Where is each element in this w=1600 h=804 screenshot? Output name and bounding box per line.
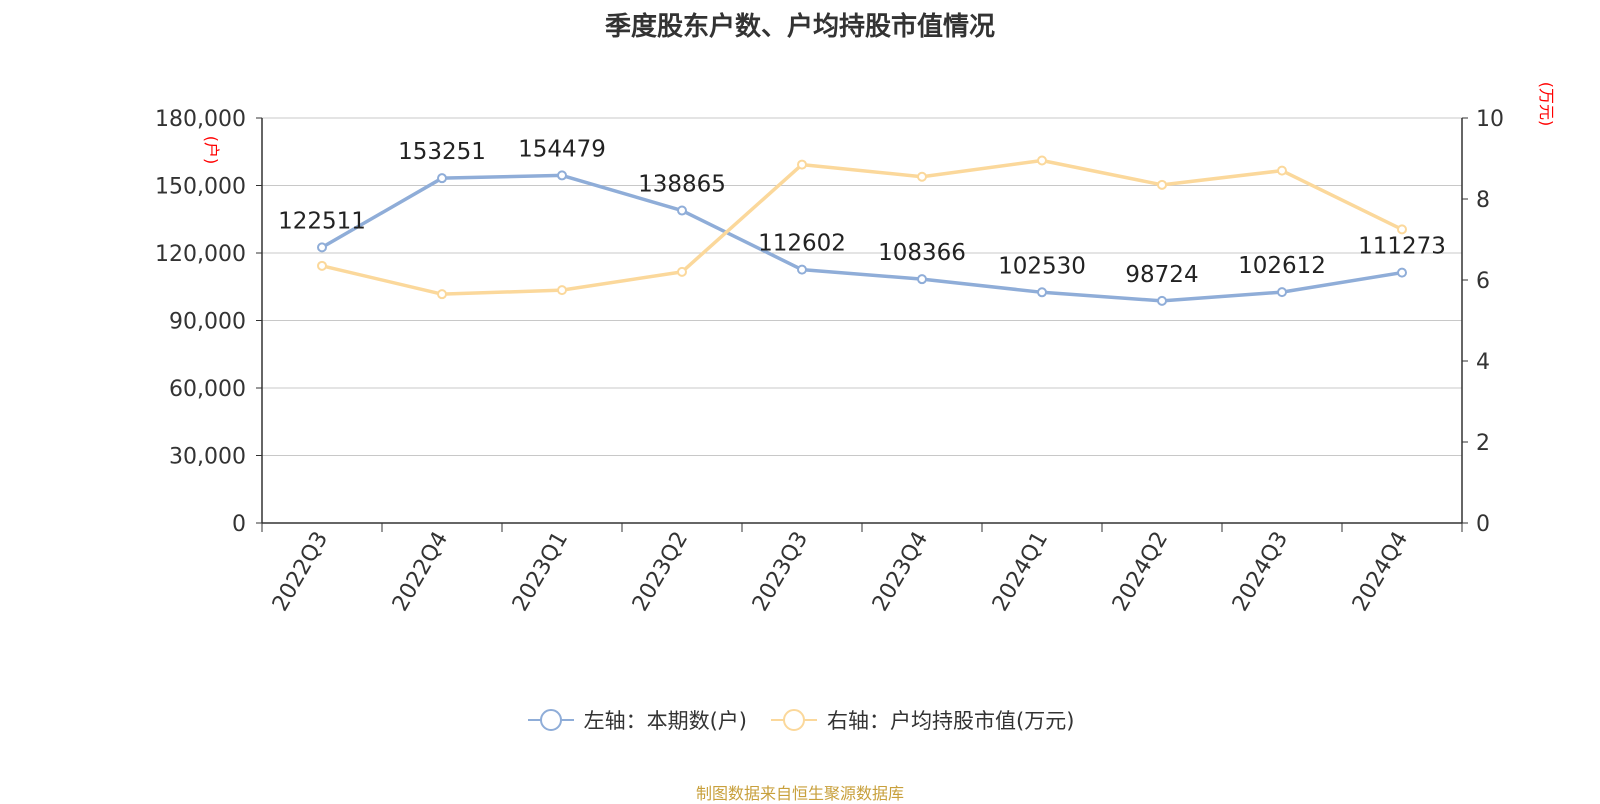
left-series-point: [1397, 267, 1407, 278]
left-series-point: [317, 242, 327, 253]
data-label: 108366: [878, 240, 966, 266]
right-series-point: [797, 159, 807, 170]
right-unit-label: (万元): [1537, 82, 1556, 127]
right-series-point: [917, 171, 927, 182]
left-tick-label: 150,000: [155, 175, 246, 200]
left-series-point: [557, 170, 567, 181]
data-label: 111273: [1358, 234, 1446, 260]
left-series-point: [1277, 287, 1287, 298]
legend-item-left[interactable]: 左轴：本期数(户): [526, 705, 747, 735]
legend-right-label: 右轴：户均持股市值(万元): [827, 709, 1075, 733]
data-label: 112602: [758, 231, 846, 257]
legend-left-label: 左轴：本期数(户): [583, 709, 747, 733]
right-series-point: [317, 260, 327, 271]
right-series-line: [321, 158, 1403, 296]
right-tick-label: 0: [1476, 512, 1490, 537]
left-series-point: [917, 274, 927, 285]
data-label: 102612: [1238, 253, 1326, 279]
data-label: 153251: [398, 139, 486, 165]
left-tick-label: 120,000: [155, 242, 246, 267]
data-labels: 122511 153251 154479 138865 112602 108366 1025…: [278, 136, 1446, 287]
data-label: 102530: [998, 253, 1086, 279]
right-series-point: [1157, 179, 1167, 190]
legend-left-marker-icon: [527, 709, 574, 731]
left-series-line: [321, 173, 1403, 303]
x-tick-label: 2023Q2: [628, 528, 693, 616]
x-tick-label: 2023Q1: [508, 528, 573, 616]
source-note: 制图数据来自恒生聚源数据库: [695, 784, 904, 803]
data-label: 122511: [278, 208, 366, 234]
right-series-point: [1397, 224, 1407, 235]
x-tick-label: 2024Q4: [1348, 528, 1413, 616]
x-tick-label: 2024Q2: [1108, 528, 1173, 616]
right-tick-label: 2: [1476, 431, 1490, 456]
data-label: 98724: [1125, 262, 1198, 288]
left-series-point: [437, 173, 447, 184]
legend-right-marker-icon: [771, 709, 817, 731]
x-tick-label: 2024Q1: [988, 528, 1053, 616]
left-tick-label: 90,000: [169, 310, 246, 335]
left-series-point: [1037, 287, 1047, 298]
left-tick-label: 60,000: [169, 377, 246, 402]
left-unit-label: (户): [202, 136, 221, 165]
x-tick-label: 2024Q3: [1228, 528, 1293, 616]
right-tick-label: 6: [1476, 269, 1490, 294]
x-tick-label: 2022Q3: [268, 528, 333, 616]
axes: 0 30,000 60,000 90,000 120,000 150,000 180,000…: [155, 82, 1556, 616]
right-series-point: [1277, 165, 1287, 176]
left-tick-label: 0: [232, 512, 246, 537]
legend: 左轴：本期数(户) 右轴：户均持股市值(万元): [0, 705, 1600, 735]
grid-lines: [262, 117, 1462, 456]
left-tick-label: 180,000: [155, 107, 246, 132]
legend-item-right[interactable]: 右轴：户均持股市值(万元): [769, 705, 1074, 735]
x-tick-label: 2023Q3: [748, 528, 813, 616]
series-layer: [317, 155, 1407, 306]
x-tick-label: 2023Q4: [868, 528, 933, 616]
data-label: 154479: [518, 136, 606, 162]
right-series-point: [557, 285, 567, 296]
data-label: 138865: [638, 172, 726, 198]
left-series-point: [797, 264, 807, 275]
x-tick-label: 2022Q4: [388, 528, 453, 616]
right-series-point: [437, 289, 447, 300]
left-tick-label: 30,000: [169, 445, 246, 470]
right-series-point: [677, 266, 687, 277]
right-series-point: [1037, 155, 1047, 166]
chart-title: 季度股东户数、户均持股市值情况: [604, 12, 995, 42]
right-tick-label: 8: [1476, 188, 1490, 213]
left-series-point: [677, 205, 687, 216]
right-tick-label: 10: [1476, 107, 1504, 132]
right-tick-label: 4: [1476, 350, 1490, 375]
left-series-point: [1157, 295, 1167, 306]
